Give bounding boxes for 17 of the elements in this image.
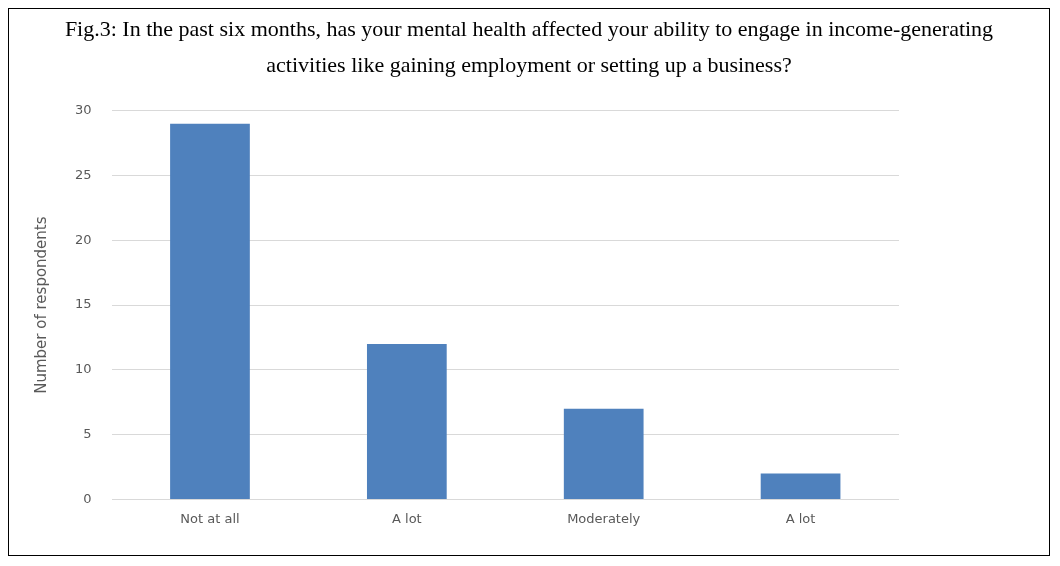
x-tick-label: Moderately xyxy=(567,510,641,526)
bar xyxy=(760,473,841,499)
y-tick-label: 20 xyxy=(75,231,92,247)
y-tick-label: 5 xyxy=(83,426,92,442)
y-tick-label: 0 xyxy=(83,490,92,506)
bar xyxy=(170,123,250,499)
x-tick-label: A lot xyxy=(391,510,422,526)
bar xyxy=(366,343,447,499)
y-tick-label: 25 xyxy=(75,166,92,182)
x-tick-label: Not at all xyxy=(180,510,240,526)
y-tick-label: 10 xyxy=(75,361,92,377)
chart-title: Fig.3: In the past six months, has your mental health affected your ability to engage in income-generating activities like gaining employment or setting up a business? xyxy=(63,15,995,79)
x-tick-label: A lot xyxy=(785,510,816,526)
y-axis-title: Number of respondents xyxy=(31,216,50,394)
y-tick-label: 30 xyxy=(75,102,92,118)
y-tick-label: 15 xyxy=(75,296,92,312)
bar xyxy=(563,408,644,499)
